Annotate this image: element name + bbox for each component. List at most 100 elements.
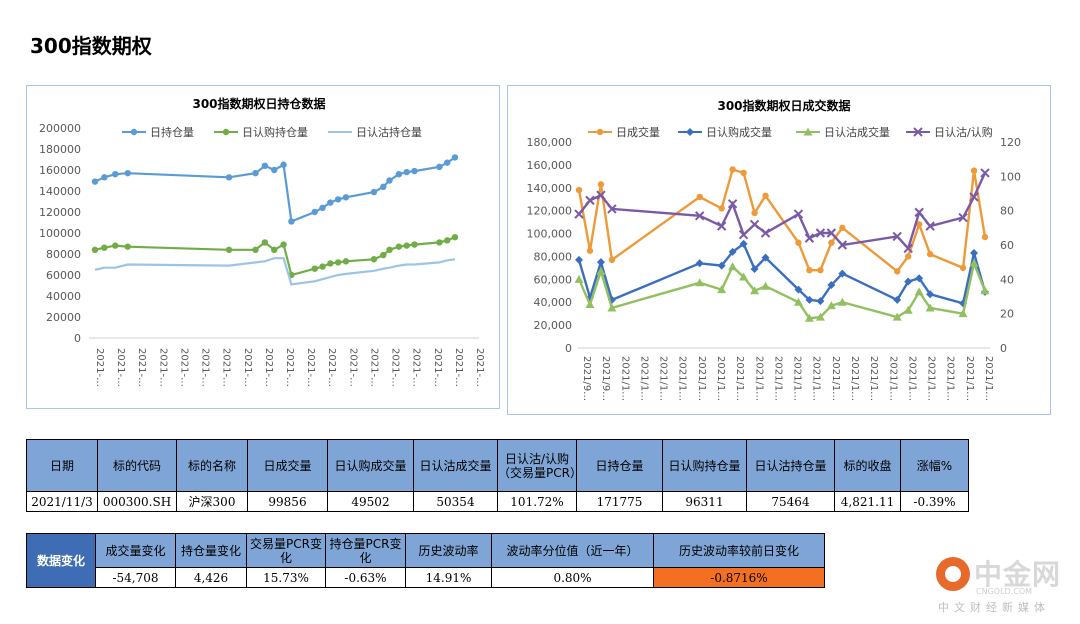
y2-tick-label: 120	[1000, 136, 1021, 149]
data-point	[739, 272, 749, 281]
y2-tick-label: 20	[1000, 308, 1014, 321]
data-point	[261, 162, 269, 169]
watermark-slogan: 中文财经新媒体	[938, 601, 1050, 614]
data-point	[926, 250, 934, 258]
data-cell: 101.72%	[497, 491, 577, 512]
data-point	[222, 128, 230, 136]
data-point	[827, 281, 836, 290]
y-tick-label: 160,000	[527, 159, 573, 172]
legend-label: 日持仓量	[150, 125, 194, 139]
volume-chart-panel: 300指数期权日成交数据 180,000 160,000 140,000 120,000…	[507, 85, 1051, 415]
x-tick-label: 2021/1…	[945, 356, 956, 401]
x-tick-label: 2021-…	[390, 348, 401, 387]
data-point	[403, 168, 410, 176]
data-point	[608, 256, 616, 264]
x-tick-label: 2021/1…	[658, 356, 669, 401]
header-cell: 历史波动率较前日变化	[653, 533, 825, 568]
series-line	[577, 259, 987, 320]
x-tick-label: 2021-…	[347, 348, 358, 387]
data-point	[749, 219, 760, 230]
data-cell: -54,708	[95, 567, 176, 588]
data-point	[826, 228, 837, 238]
data-point	[696, 193, 703, 201]
y-tick-label: 40,000	[534, 296, 573, 309]
y-tick-label: 60,000	[534, 273, 573, 286]
y2-tick-label: 100	[1000, 170, 1021, 183]
data-point	[596, 190, 606, 200]
data-point	[574, 209, 584, 219]
legend-label: 日认购成交量	[706, 125, 772, 139]
data-point	[958, 212, 968, 223]
header-cell: 标的名称	[176, 439, 248, 492]
data-cell: 50354	[413, 491, 498, 512]
y-tick-label: 180,000	[527, 136, 573, 149]
x-tick-label: 2021-…	[242, 348, 253, 387]
data-point	[727, 199, 738, 209]
data-point	[586, 247, 594, 254]
data-point	[252, 246, 259, 253]
header-cell: 持仓量PCR变化	[325, 533, 406, 568]
data-point	[334, 259, 342, 266]
data-point	[915, 221, 923, 228]
data-point	[828, 239, 835, 246]
y2-tick-label: 60	[1000, 239, 1014, 252]
data-point	[252, 169, 259, 177]
data-cell: -0.39%	[900, 491, 969, 512]
data-point	[436, 239, 443, 246]
data-point	[695, 278, 705, 287]
data-point	[261, 239, 269, 246]
data-point	[970, 249, 979, 258]
data-point	[717, 261, 726, 270]
data-cell: 15.73%	[246, 567, 326, 588]
x-tick-label: 2021-…	[178, 348, 189, 387]
series-line	[94, 257, 456, 286]
data-point	[411, 241, 418, 248]
volume-line-chart: 300指数期权日成交数据 180,000 160,000 140,000 120,000…	[527, 98, 1022, 401]
data-point	[597, 181, 605, 188]
data-point	[395, 171, 403, 178]
data-point	[694, 211, 705, 221]
x-tick-label: 2021-…	[221, 348, 232, 387]
data-point	[585, 300, 595, 309]
data-point	[91, 178, 99, 185]
header-cell: 历史波动率	[405, 533, 492, 568]
daily-stats-table: 日期 标的代码 标的名称 日成交量 日认购成交量 日认沽成交量 日认沽/认购（交…	[26, 439, 969, 512]
data-point	[795, 239, 802, 246]
watermark-domain: CNGOLD.COM	[976, 587, 1033, 596]
data-point	[981, 233, 989, 241]
y-tick-label: 0	[565, 342, 572, 355]
data-cell: 14.91%	[405, 567, 492, 588]
x-tick-label: 2021/1…	[849, 356, 860, 401]
x-tick-label: 2021-…	[474, 348, 485, 387]
row-label: 数据变化	[26, 533, 96, 588]
x-tick-label: 2021/9…	[600, 356, 611, 401]
y-tick-label: 20,000	[534, 319, 573, 332]
data-cell: 4,821.11	[834, 491, 901, 512]
data-point	[280, 161, 287, 168]
holdings-line-chart: 300指数期权日持仓数据2000001800001600001400001200…	[39, 96, 485, 387]
y-tick-label: 100000	[39, 227, 81, 240]
x-tick-label: 2021/1…	[887, 356, 898, 401]
data-point	[817, 266, 824, 274]
data-cell: 2021/11/3	[26, 491, 98, 512]
y2-tick-label: 40	[1000, 273, 1014, 286]
y-tick-label: 80,000	[534, 250, 573, 263]
x-tick-label: 2021/1…	[772, 356, 783, 401]
x-tick-label: 2021/1…	[715, 356, 726, 401]
data-point	[444, 159, 451, 166]
series-line	[577, 167, 987, 274]
cngold-logo-icon	[936, 557, 970, 591]
x-tick-label: 2021/1…	[696, 356, 707, 401]
x-tick-label: 2021-…	[432, 348, 443, 387]
data-point	[271, 166, 278, 174]
data-point	[803, 127, 813, 136]
header-cell: 成交量变化	[95, 533, 176, 568]
data-point	[91, 246, 99, 253]
data-point	[837, 240, 848, 250]
legend-label: 日认沽成交量	[824, 125, 890, 139]
data-point	[750, 286, 760, 295]
x-tick-label: 2021-…	[305, 348, 316, 387]
x-tick-label: 2021/1…	[811, 356, 822, 401]
data-point	[903, 243, 913, 254]
legend-label: 日认沽/认购	[934, 125, 993, 139]
